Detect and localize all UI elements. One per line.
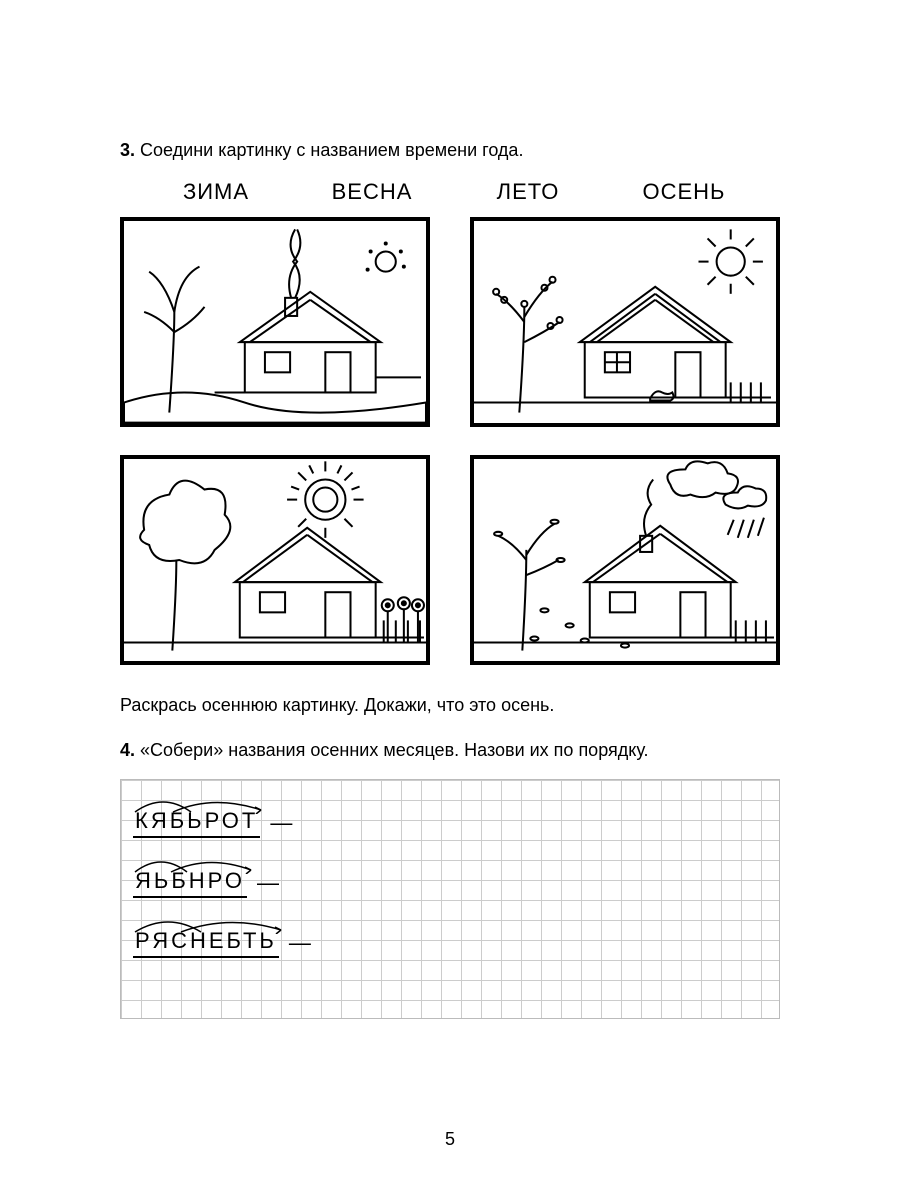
anagram-row-3: РЯСНЕБТЬ — (133, 928, 767, 958)
writing-grid[interactable]: КЯБЬРОТ — ЯЬБНРО — РЯСНЕБТЬ — (120, 779, 780, 1019)
task3-instruction-text: Соедини картинку с названием времени год… (140, 140, 523, 160)
anagram-row-1: КЯБЬРОТ — (133, 808, 767, 838)
hint-arc-icon (133, 796, 273, 814)
anagram-dash-3: — (289, 930, 311, 956)
task4-instruction: 4. «Собери» названия осенних месяцев. На… (120, 740, 780, 761)
season-label-spring: ВЕСНА (294, 179, 450, 205)
task3-number: 3. (120, 140, 135, 160)
picture-winter[interactable] (120, 217, 430, 427)
task3-instruction: 3. Соедини картинку с названием времени … (120, 140, 780, 161)
task4-number: 4. (120, 740, 135, 760)
anagram-dash-1: — (270, 810, 292, 836)
hint-arc-icon (133, 916, 293, 934)
picture-grid (120, 217, 780, 665)
anagram-row-2: ЯЬБНРО — (133, 868, 767, 898)
page-number: 5 (0, 1129, 900, 1150)
season-labels-row: ЗИМА ВЕСНА ЛЕТО ОСЕНЬ (120, 179, 780, 205)
season-label-winter: ЗИМА (138, 179, 294, 205)
picture-autumn[interactable] (470, 455, 780, 665)
picture-summer[interactable] (120, 455, 430, 665)
anagram-word-1: КЯБЬРОТ (133, 808, 260, 838)
season-label-summer: ЛЕТО (450, 179, 606, 205)
task3-sub-instruction: Раскрась осеннюю картинку. Докажи, что э… (120, 695, 780, 716)
anagram-dash-2: — (257, 870, 279, 896)
picture-spring[interactable] (470, 217, 780, 427)
anagram-word-2: ЯЬБНРО (133, 868, 247, 898)
hint-arc-icon (133, 856, 263, 874)
season-label-autumn: ОСЕНЬ (606, 179, 762, 205)
anagram-word-3: РЯСНЕБТЬ (133, 928, 279, 958)
task4-instruction-text: «Собери» названия осенних месяцев. Назов… (140, 740, 649, 760)
